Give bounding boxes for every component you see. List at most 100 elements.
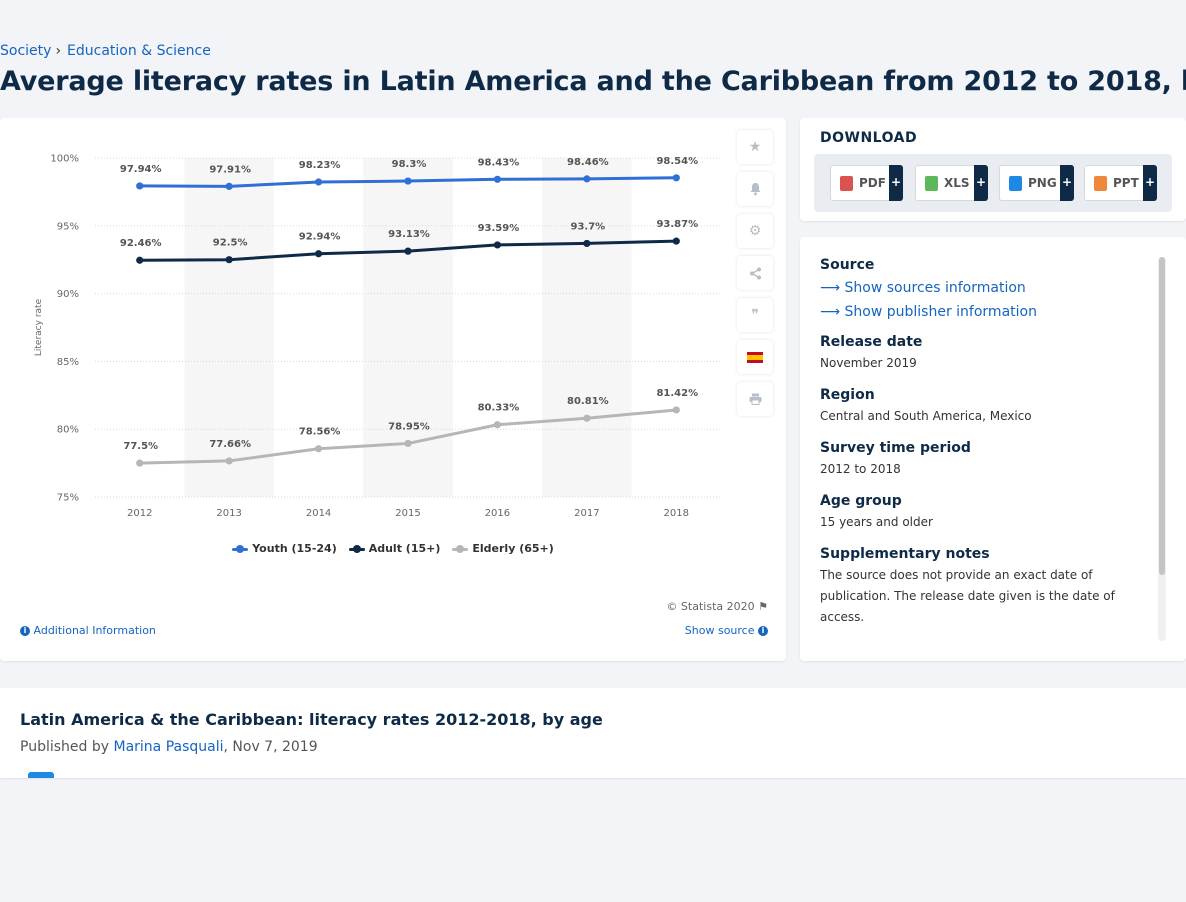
data-point bbox=[225, 457, 233, 465]
source-label: Source bbox=[820, 257, 875, 273]
show-source-link[interactable]: Show source i bbox=[685, 624, 768, 637]
y-tick-label: 85% bbox=[57, 357, 79, 368]
column-band bbox=[542, 158, 632, 497]
chart-toolbar: ★ ⚙ ❞ bbox=[737, 130, 773, 424]
data-label: 77.66% bbox=[209, 439, 251, 450]
data-label: 98.23% bbox=[299, 160, 341, 171]
flag-icon[interactable]: ⚑ bbox=[758, 600, 768, 613]
chart-card: 75% 80% 85% 90% 95% 100% 2012 2013 2014 2015 2016 2… bbox=[0, 118, 786, 661]
info-icon: i bbox=[758, 626, 768, 636]
tab-indicator[interactable] bbox=[28, 772, 54, 778]
download-pdf-button[interactable]: PDF + bbox=[830, 165, 903, 201]
data-label: 97.94% bbox=[120, 164, 162, 175]
star-icon[interactable]: ★ bbox=[737, 130, 773, 164]
x-tick-label: 2015 bbox=[395, 508, 420, 519]
x-tick-label: 2013 bbox=[216, 508, 241, 519]
data-point bbox=[225, 256, 233, 264]
breadcrumb-item-education-science[interactable]: Education & Science bbox=[67, 43, 211, 59]
y-tick-label: 100% bbox=[50, 154, 79, 165]
data-label: 92.46% bbox=[120, 238, 162, 249]
published-by-text: Published by bbox=[20, 739, 110, 755]
plus-icon[interactable]: + bbox=[974, 165, 988, 201]
data-point bbox=[583, 175, 591, 183]
legend-label: Elderly (65+) bbox=[472, 542, 554, 555]
data-label: 81.42% bbox=[656, 388, 698, 399]
breadcrumb-item-society[interactable]: Society bbox=[0, 43, 52, 59]
data-label: 97.91% bbox=[209, 164, 251, 175]
article-title: Latin America & the Caribbean: literacy … bbox=[20, 710, 603, 729]
release-date-label: Release date bbox=[820, 334, 923, 350]
statistic-info-card: Source ⟶ Show sources information ⟶ Show… bbox=[800, 237, 1186, 661]
x-tick-label: 2014 bbox=[306, 508, 331, 519]
x-tick-label: 2017 bbox=[574, 508, 599, 519]
gear-icon[interactable]: ⚙ bbox=[737, 214, 773, 248]
supplementary-notes-value: The source does not provide an exact dat… bbox=[820, 568, 1115, 624]
data-point bbox=[583, 239, 591, 248]
legend-item[interactable]: Elderly (65+) bbox=[452, 542, 554, 555]
info-icon: i bbox=[20, 626, 30, 636]
breadcrumb: Society › Education & Science bbox=[0, 43, 211, 59]
region-value: Central and South America, Mexico bbox=[820, 409, 1032, 423]
data-point bbox=[136, 256, 144, 264]
legend-item[interactable]: Youth (15-24) bbox=[232, 542, 337, 555]
pdf-file-icon bbox=[840, 175, 853, 191]
data-label: 98.3% bbox=[392, 159, 427, 170]
data-point bbox=[493, 241, 502, 249]
line-chart: 75% 80% 85% 90% 95% 100% 2012 2013 2014 2015 2016 2… bbox=[34, 154, 721, 519]
data-point bbox=[404, 247, 412, 255]
age-group-value: 15 years and older bbox=[820, 515, 933, 529]
additional-info-link[interactable]: i Additional Information bbox=[20, 624, 156, 637]
download-png-button[interactable]: PNG + bbox=[999, 165, 1074, 201]
plus-icon[interactable]: + bbox=[1143, 165, 1157, 201]
info-scrollbar[interactable] bbox=[1158, 257, 1166, 641]
data-label: 77.5% bbox=[123, 441, 158, 452]
arrow-right-icon: ⟶ bbox=[820, 304, 841, 320]
plus-icon[interactable]: + bbox=[889, 165, 903, 201]
data-point bbox=[136, 459, 144, 467]
article-meta: Published by Marina Pasquali, Nov 7, 201… bbox=[20, 739, 318, 755]
data-point bbox=[672, 237, 680, 245]
arrow-right-icon: ⟶ bbox=[820, 280, 841, 296]
data-label: 93.13% bbox=[388, 229, 430, 240]
data-point bbox=[314, 250, 323, 258]
copyright-text: © Statista 2020 ⚑ bbox=[666, 600, 768, 613]
info-scroll-area[interactable]: Source ⟶ Show sources information ⟶ Show… bbox=[820, 257, 1160, 641]
show-publisher-link[interactable]: ⟶ Show publisher information bbox=[820, 304, 1037, 320]
legend-swatch bbox=[348, 544, 365, 553]
spanish-flag-icon[interactable] bbox=[737, 340, 773, 374]
column-band bbox=[184, 158, 274, 497]
author-link[interactable]: Marina Pasquali bbox=[113, 739, 224, 755]
survey-period-label: Survey time period bbox=[820, 440, 971, 456]
data-label: 78.56% bbox=[299, 427, 341, 438]
data-label: 92.5% bbox=[213, 238, 248, 249]
data-point bbox=[672, 174, 680, 182]
show-sources-link[interactable]: ⟶ Show sources information bbox=[820, 280, 1026, 296]
share-icon[interactable] bbox=[737, 256, 773, 290]
data-label: 92.94% bbox=[299, 232, 341, 243]
legend-swatch bbox=[452, 544, 469, 553]
data-label: 98.43% bbox=[478, 157, 520, 168]
article-card: Latin America & the Caribbean: literacy … bbox=[0, 688, 1186, 778]
plus-icon[interactable]: + bbox=[1060, 165, 1074, 201]
download-pdf-label: PDF bbox=[859, 176, 886, 190]
legend-item[interactable]: Adult (15+) bbox=[348, 542, 440, 555]
top-bar bbox=[0, 0, 1186, 40]
x-tick-label: 2012 bbox=[127, 508, 152, 519]
data-point bbox=[493, 421, 502, 429]
scrollbar-thumb[interactable] bbox=[1159, 257, 1165, 575]
quote-icon[interactable]: ❞ bbox=[737, 298, 773, 332]
data-label: 98.54% bbox=[656, 156, 698, 167]
download-ppt-button[interactable]: PPT + bbox=[1084, 165, 1157, 201]
data-point bbox=[493, 175, 502, 183]
data-point bbox=[404, 177, 412, 185]
download-card: DOWNLOAD PDF + XLS + PNG + PPT + bbox=[800, 118, 1186, 221]
download-ppt-label: PPT bbox=[1113, 176, 1139, 190]
y-tick-label: 75% bbox=[57, 493, 79, 504]
data-point bbox=[672, 406, 680, 414]
bell-icon[interactable] bbox=[737, 172, 773, 206]
download-xls-button[interactable]: XLS + bbox=[915, 165, 988, 201]
print-icon[interactable] bbox=[737, 382, 773, 416]
download-png-label: PNG bbox=[1028, 176, 1057, 190]
age-group-label: Age group bbox=[820, 493, 902, 509]
download-title: DOWNLOAD bbox=[820, 130, 918, 146]
